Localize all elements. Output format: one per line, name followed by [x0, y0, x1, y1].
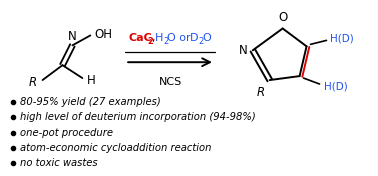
Text: R: R [257, 86, 265, 99]
Text: 80-95% yield (27 examples): 80-95% yield (27 examples) [20, 97, 160, 107]
Text: one-pot procedure: one-pot procedure [20, 128, 113, 138]
Text: CaC: CaC [128, 33, 152, 43]
Text: atom-economic cycloaddition reaction: atom-economic cycloaddition reaction [20, 143, 211, 153]
Text: O: O [278, 11, 287, 24]
Text: D: D [190, 33, 198, 43]
Text: O: O [202, 33, 211, 43]
Text: high level of deuterium incorporation (94-98%): high level of deuterium incorporation (9… [20, 112, 256, 122]
Text: H(D): H(D) [330, 33, 354, 43]
Text: ,: , [151, 33, 155, 43]
Text: N: N [239, 44, 248, 57]
Text: N: N [68, 30, 77, 43]
Text: O or: O or [167, 33, 194, 43]
Text: R: R [28, 76, 37, 89]
Text: 2: 2 [147, 37, 153, 46]
Text: no toxic wastes: no toxic wastes [20, 158, 97, 168]
Text: NCS: NCS [158, 77, 182, 87]
Text: H(D): H(D) [324, 81, 347, 91]
Text: H: H [155, 33, 164, 43]
Text: 2: 2 [163, 37, 168, 46]
Text: 2: 2 [198, 37, 203, 46]
Text: H: H [87, 74, 95, 87]
Text: OH: OH [94, 28, 112, 41]
